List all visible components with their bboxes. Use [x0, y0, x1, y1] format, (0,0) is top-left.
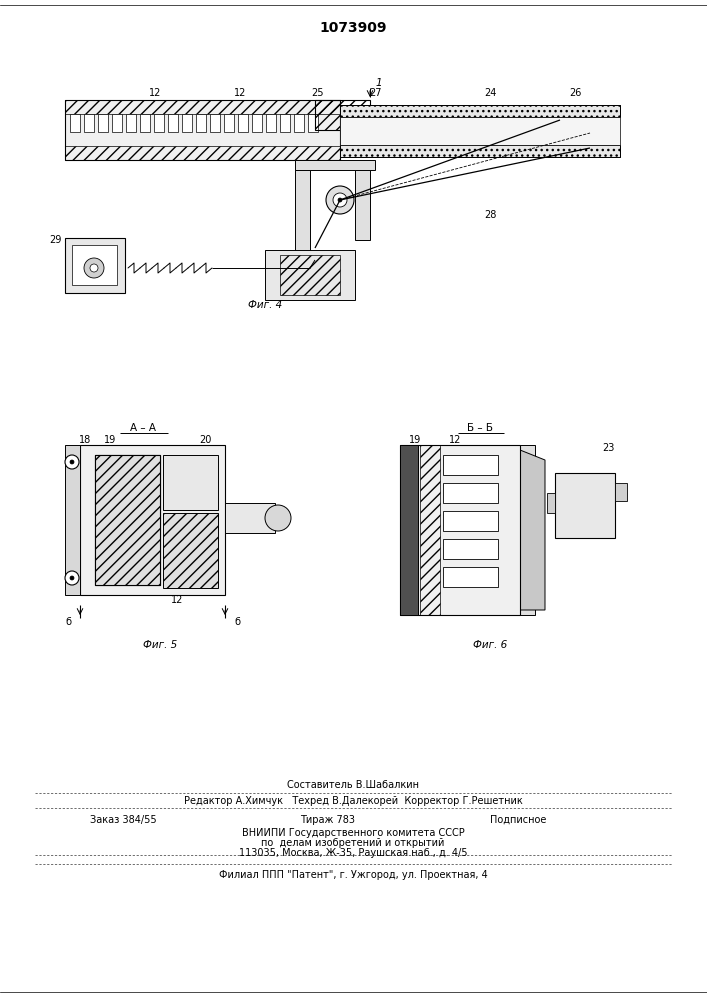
- Bar: [340, 145, 620, 157]
- Bar: [265, 250, 355, 300]
- Text: 25: 25: [312, 88, 325, 98]
- Bar: [98, 114, 108, 132]
- Bar: [308, 114, 318, 132]
- Text: ВНИИПИ Государственного комитета СССР: ВНИИПИ Государственного комитета СССР: [242, 828, 464, 838]
- Bar: [126, 114, 136, 132]
- Text: Филиал ППП "Патент", г. Ужгород, ул. Проектная, 4: Филиал ППП "Патент", г. Ужгород, ул. Про…: [218, 870, 487, 880]
- Bar: [295, 160, 375, 170]
- Bar: [420, 445, 440, 615]
- Bar: [400, 445, 418, 615]
- Bar: [210, 114, 220, 132]
- Text: Редактор А.Химчук   Техред В.Далекорей  Корректор Г.Решетник: Редактор А.Химчук Техред В.Далекорей Кор…: [184, 796, 522, 806]
- Bar: [295, 170, 310, 280]
- Bar: [65, 100, 340, 160]
- Text: Фиг. 6: Фиг. 6: [473, 640, 507, 650]
- Bar: [140, 114, 150, 132]
- Text: 27: 27: [369, 88, 381, 98]
- Text: 29: 29: [49, 235, 62, 245]
- Bar: [315, 100, 370, 130]
- Bar: [154, 114, 164, 132]
- Text: 12: 12: [171, 595, 183, 605]
- Bar: [280, 255, 340, 295]
- Polygon shape: [498, 445, 535, 615]
- Bar: [95, 455, 160, 585]
- Text: б: б: [234, 617, 240, 627]
- Polygon shape: [520, 450, 545, 610]
- Text: 12: 12: [148, 88, 161, 98]
- Circle shape: [70, 576, 74, 580]
- Bar: [163, 455, 218, 510]
- Bar: [65, 146, 340, 160]
- Text: 12: 12: [234, 88, 246, 98]
- Bar: [112, 114, 122, 132]
- Bar: [340, 105, 620, 117]
- Text: Фиг. 4: Фиг. 4: [248, 300, 282, 310]
- Bar: [65, 238, 125, 293]
- Bar: [95, 455, 160, 585]
- Text: Б – Б: Б – Б: [467, 423, 493, 433]
- Text: 19: 19: [409, 435, 421, 445]
- Bar: [340, 117, 620, 145]
- Circle shape: [333, 193, 347, 207]
- Bar: [238, 114, 248, 132]
- Text: Тираж 783: Тираж 783: [300, 815, 355, 825]
- Bar: [80, 445, 225, 595]
- Bar: [555, 473, 615, 538]
- Text: 1073909: 1073909: [320, 21, 387, 35]
- Bar: [400, 445, 520, 615]
- Text: А – А: А – А: [130, 423, 156, 433]
- Bar: [70, 114, 80, 132]
- Bar: [168, 114, 178, 132]
- Bar: [72, 245, 117, 285]
- Circle shape: [338, 198, 342, 202]
- Text: 19: 19: [104, 435, 116, 445]
- Bar: [294, 114, 304, 132]
- Bar: [182, 114, 192, 132]
- Bar: [225, 503, 275, 533]
- Text: Составитель В.Шабалкин: Составитель В.Шабалкин: [287, 780, 419, 790]
- Bar: [443, 455, 498, 475]
- Bar: [443, 567, 498, 587]
- Text: 12: 12: [449, 435, 461, 445]
- Text: Подписное: Подписное: [490, 815, 547, 825]
- Bar: [252, 114, 262, 132]
- Circle shape: [326, 186, 354, 214]
- Circle shape: [90, 264, 98, 272]
- Text: 23: 23: [602, 443, 614, 453]
- Text: 18: 18: [79, 435, 91, 445]
- Bar: [280, 114, 290, 132]
- Text: Фиг. 5: Фиг. 5: [143, 640, 177, 650]
- Bar: [95, 455, 160, 585]
- Circle shape: [65, 455, 79, 469]
- Bar: [547, 493, 555, 513]
- Bar: [340, 145, 620, 157]
- Bar: [443, 483, 498, 503]
- Bar: [84, 114, 94, 132]
- Bar: [65, 100, 340, 114]
- Text: 113035, Москва, Ж-35, Раушская наб., д. 4/5: 113035, Москва, Ж-35, Раушская наб., д. …: [239, 848, 467, 858]
- Bar: [443, 511, 498, 531]
- Bar: [355, 170, 370, 240]
- Circle shape: [84, 258, 104, 278]
- Text: 1: 1: [375, 78, 382, 88]
- Text: по  делам изобретений и открытий: по делам изобретений и открытий: [262, 838, 445, 848]
- Text: 26: 26: [569, 88, 581, 98]
- Circle shape: [65, 571, 79, 585]
- Bar: [224, 114, 234, 132]
- Bar: [65, 445, 80, 595]
- Text: 24: 24: [484, 88, 496, 98]
- Text: 28: 28: [484, 210, 496, 220]
- Circle shape: [70, 460, 74, 464]
- Text: Заказ 384/55: Заказ 384/55: [90, 815, 157, 825]
- Text: 20: 20: [199, 435, 211, 445]
- Bar: [443, 539, 498, 559]
- Bar: [615, 483, 627, 501]
- Circle shape: [265, 505, 291, 531]
- Bar: [266, 114, 276, 132]
- Bar: [163, 513, 218, 588]
- Text: б: б: [65, 617, 71, 627]
- Bar: [340, 105, 620, 117]
- Bar: [196, 114, 206, 132]
